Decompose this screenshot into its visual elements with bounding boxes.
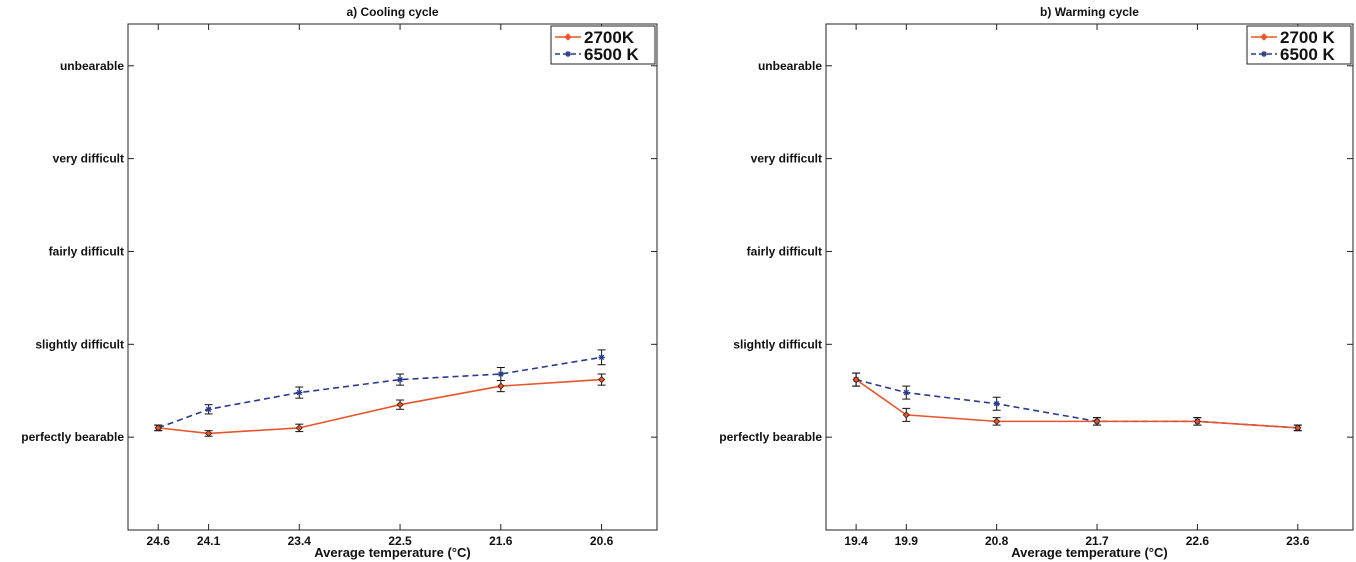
data-point [1093, 417, 1101, 425]
x-tick-label: 23.4 [288, 534, 312, 548]
x-tick-label: 19.4 [844, 534, 868, 548]
marker-stroke [397, 376, 403, 383]
y-tick-label: slightly difficult [733, 337, 822, 351]
legend-marker [564, 33, 572, 41]
legend-marker [565, 51, 571, 57]
data-point [1193, 417, 1201, 425]
data-point [205, 429, 213, 438]
legend-label: 2700 K [1280, 28, 1336, 47]
legend-label: 2700K [584, 28, 635, 47]
x-tick-label: 21.6 [489, 534, 513, 548]
data-point [598, 354, 605, 361]
series-warm [154, 373, 606, 438]
data-point [903, 389, 910, 396]
data-point [295, 424, 303, 432]
marker-stroke [498, 371, 504, 377]
y-tick-label: fairly difficult [747, 244, 822, 258]
y-tick-label: very difficult [53, 152, 124, 166]
plot-area [127, 23, 658, 531]
legend-marker [1261, 51, 1267, 57]
x-tick-label: 24.1 [197, 534, 221, 548]
data-point [497, 370, 505, 378]
cooling-cycle-panel: a) Cooling cycle perfectly bearable slight… [21, 5, 658, 560]
x-tick-label: 22.6 [1186, 534, 1210, 548]
legend-label: 6500 K [1280, 45, 1336, 64]
legend-box [1246, 25, 1352, 65]
x-tick-label: 20.6 [590, 534, 614, 548]
legend-item: 2700 K [1251, 28, 1336, 47]
chart-title: a) Cooling cycle [346, 5, 438, 19]
series-line [855, 378, 1298, 429]
marker-stroke [296, 389, 302, 396]
y-tick-label: perfectly bearable [719, 430, 822, 444]
marker-stroke [993, 401, 1000, 407]
x-tick-label: 22.5 [388, 534, 412, 548]
data-point [205, 406, 212, 413]
x-tick-label: 19.9 [895, 534, 919, 548]
y-tick-label: fairly difficult [49, 244, 124, 258]
y-tick-label: unbearable [758, 59, 822, 73]
legend-item: 2700K [555, 28, 635, 47]
legend-label: 6500 K [584, 45, 640, 64]
plot-area [825, 23, 1354, 531]
series-line [158, 378, 602, 435]
legend-marker [1260, 33, 1268, 41]
x-tick-label: 21.7 [1085, 534, 1109, 548]
y-tick-label: very difficult [751, 152, 822, 166]
data-point [902, 411, 910, 419]
legend-item: 6500 K [555, 45, 640, 64]
data-point [296, 389, 303, 396]
marker-stroke [1261, 51, 1267, 57]
x-tick-label: 23.6 [1286, 534, 1310, 548]
y-tick-label: unbearable [60, 59, 124, 73]
marker-stroke [903, 389, 910, 396]
legend-box [550, 25, 656, 65]
data-point [154, 424, 162, 432]
series-warm [852, 372, 1302, 432]
data-point [396, 376, 404, 383]
data-point [497, 382, 505, 390]
warming-cycle-panel: b) Warming cycle perfectly bearable slight… [719, 5, 1354, 560]
data-point [852, 376, 860, 384]
chart-title: b) Warming cycle [1040, 5, 1139, 19]
series-line [157, 356, 602, 429]
marker-stroke [205, 406, 212, 413]
data-point [1294, 424, 1302, 432]
y-tick-label: slightly difficult [35, 337, 124, 351]
data-point [993, 417, 1001, 425]
legend-item: 6500 K [1251, 45, 1336, 64]
data-point [993, 400, 1000, 407]
data-point [396, 401, 404, 409]
marker-stroke [565, 51, 571, 57]
data-point [598, 376, 606, 384]
x-axis-label: Average temperature (°C) [1011, 545, 1167, 560]
y-tick-label: perfectly bearable [21, 430, 124, 444]
x-tick-label: 24.6 [147, 534, 171, 548]
marker-stroke [598, 354, 605, 361]
x-tick-label: 20.8 [985, 534, 1009, 548]
x-axis-label: Average temperature (°C) [314, 545, 470, 560]
